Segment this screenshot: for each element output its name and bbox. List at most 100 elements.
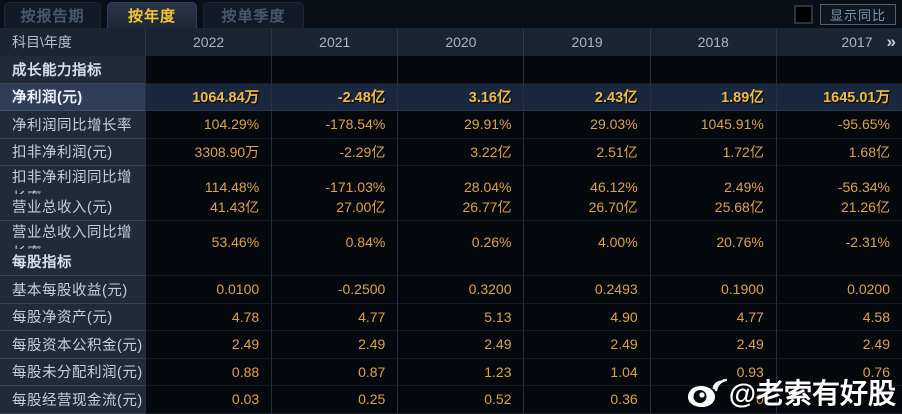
cell-value: 29.03% <box>523 111 650 139</box>
cell-value: 26.70亿 <box>523 193 650 221</box>
cell-value: 0.2493 <box>523 276 650 304</box>
cell-value: 5.13 <box>397 303 524 331</box>
cell-value: 2.49 <box>145 331 272 359</box>
year-label: 2017 <box>841 34 873 50</box>
year-column-header[interactable]: 2020 <box>397 28 523 56</box>
cell-value: 0.93 <box>649 358 776 386</box>
year-column-header[interactable]: 2022 <box>145 28 271 56</box>
table-row[interactable]: 净利润(元) 1064.84万 -2.48亿 3.16亿 2.43亿 1.89亿 1645.… <box>0 83 902 111</box>
table-row[interactable]: 每股指标 <box>0 248 902 276</box>
cell-value: 4.78 <box>145 303 272 331</box>
cell-value: 25.68亿 <box>649 193 776 221</box>
table-row[interactable]: 营业总收入(元) 41.43亿 27.00亿 26.77亿 26.70亿 25.68亿 21… <box>0 193 902 221</box>
cell-value: 21.26亿 <box>775 193 902 221</box>
cell-value <box>649 56 776 84</box>
cell-value: 0.3200 <box>397 276 524 304</box>
table-row[interactable]: 每股资本公积金(元) 2.49 2.49 2.49 2.49 2.49 2.49 <box>0 331 902 359</box>
table-row[interactable]: 净利润同比增长率 104.29% -178.54% 29.91% 29.03% 1045.… <box>0 111 902 139</box>
year-column-header[interactable]: 2019 <box>523 28 649 56</box>
corner-header: 科目\年度 <box>12 34 72 50</box>
period-tab-bar: 按报告期 按年度 按单季度 显示同比 <box>0 0 902 28</box>
cell-value: 0.03 <box>145 386 272 414</box>
cell-value: -2.29亿 <box>271 138 398 166</box>
table-row[interactable]: 扣非净利润(元) 3308.90万 -2.29亿 3.22亿 2.51亿 1.72亿 1.6… <box>0 138 902 166</box>
cell-value: 2.49 <box>397 331 524 359</box>
cell-value <box>397 56 524 84</box>
cell-value <box>145 248 272 276</box>
table-row[interactable]: 扣非净利润同比增长率114.48%-171.03%28.04%46.12%2.4… <box>0 166 902 209</box>
table-row[interactable]: 每股未分配利润(元) 0.88 0.87 1.23 1.04 0.93 0.76 <box>0 358 902 386</box>
table-row[interactable]: 每股净资产(元) 4.78 4.77 5.13 4.90 4.77 4.58 <box>0 303 902 331</box>
cell-value: 29.91% <box>397 111 524 139</box>
cell-value <box>271 248 398 276</box>
cell-value <box>145 56 272 84</box>
year-label: 2022 <box>193 34 225 50</box>
year-column-header[interactable]: 2021 <box>271 28 397 56</box>
cell-value: 4.77 <box>271 303 398 331</box>
cell-value: 4.90 <box>523 303 650 331</box>
year-label: 2018 <box>697 34 729 50</box>
cell-value: 41.43亿 <box>145 193 272 221</box>
year-label: 2021 <box>319 34 351 50</box>
yoy-toggle-group: 显示同比 <box>793 4 896 25</box>
cell-value: 1.23 <box>397 358 524 386</box>
cell-value: 4.77 <box>649 303 776 331</box>
cell-value: -178.54% <box>271 111 398 139</box>
cell-value: -2.48亿 <box>271 83 398 111</box>
more-years-icon[interactable]: » <box>886 32 897 51</box>
cell-value: 27.00亿 <box>271 193 398 221</box>
year-column-header[interactable]: 2018 <box>649 28 776 56</box>
row-label: 成长能力指标 <box>0 56 145 84</box>
financial-table: 科目\年度 2022 2021 2020 2019 2018 2017 » 成长能力指标 净利… <box>0 28 902 414</box>
row-label: 扣非净利润(元) <box>0 138 145 166</box>
cell-value: 1.89亿 <box>649 83 776 111</box>
cell-value <box>271 56 398 84</box>
table-row[interactable]: 每股经营现金流(元) 0.03 0.25 0.52 0.36 0 <box>0 386 902 414</box>
cell-value <box>523 248 650 276</box>
cell-value: -0.2500 <box>271 276 398 304</box>
cell-value <box>523 56 650 84</box>
row-label: 每股资本公积金(元) <box>0 331 145 359</box>
row-label: 净利润同比增长率 <box>0 111 145 139</box>
cell-value: 2.49 <box>523 331 650 359</box>
cell-value: 2.49 <box>649 331 776 359</box>
cell-value <box>649 248 776 276</box>
cell-value: 1045.91% <box>649 111 776 139</box>
table-row[interactable]: 营业总收入同比增长率53.46%0.84%0.26%4.00%20.76%-2.… <box>0 221 902 264</box>
cell-value: 0.52 <box>397 386 524 414</box>
financial-table-body: 成长能力指标 净利润(元) 1064.84万 -2.48亿 3.16亿 2.43亿 1.89… <box>0 56 902 414</box>
year-label: 2020 <box>445 34 477 50</box>
table-row[interactable]: 基本每股收益(元) 0.0100 -0.2500 0.3200 0.2493 0.1900… <box>0 276 902 304</box>
row-label: 每股未分配利润(元) <box>0 358 145 386</box>
cell-value: 3308.90万 <box>145 138 272 166</box>
cell-value: 4.58 <box>775 303 902 331</box>
row-label: 每股净资产(元) <box>0 303 145 331</box>
cell-value: 1064.84万 <box>145 83 272 111</box>
tab-by-year[interactable]: 按年度 <box>107 2 197 28</box>
show-yoy-label[interactable]: 显示同比 <box>819 4 896 25</box>
tab-by-single-quarter[interactable]: 按单季度 <box>203 2 304 28</box>
tab-by-report-period[interactable]: 按报告期 <box>4 2 101 28</box>
show-yoy-checkbox[interactable] <box>793 5 813 24</box>
cell-value: 0.88 <box>145 358 272 386</box>
cell-value: 104.29% <box>145 111 272 139</box>
cell-value: 2.51亿 <box>523 138 650 166</box>
cell-value: 1.68亿 <box>775 138 902 166</box>
table-row[interactable]: 成长能力指标 <box>0 56 902 84</box>
cell-value: 0.1900 <box>649 276 776 304</box>
cell-value <box>775 56 902 84</box>
cell-value: 0.0100 <box>145 276 272 304</box>
cell-value: 1.72亿 <box>649 138 776 166</box>
cell-value: 0.36 <box>523 386 650 414</box>
row-label: 基本每股收益(元) <box>0 276 145 304</box>
cell-value: 0.0200 <box>775 276 902 304</box>
year-label: 2019 <box>571 34 603 50</box>
cell-value: 0.87 <box>271 358 398 386</box>
row-label: 营业总收入(元) <box>0 193 145 221</box>
cell-value: 2.43亿 <box>523 83 650 111</box>
table-header-row: 科目\年度 2022 2021 2020 2019 2018 2017 » <box>0 28 902 56</box>
cell-value: 0.25 <box>271 386 398 414</box>
cell-value: 0 <box>649 386 776 414</box>
year-column-header[interactable]: 2017 » <box>775 28 902 56</box>
